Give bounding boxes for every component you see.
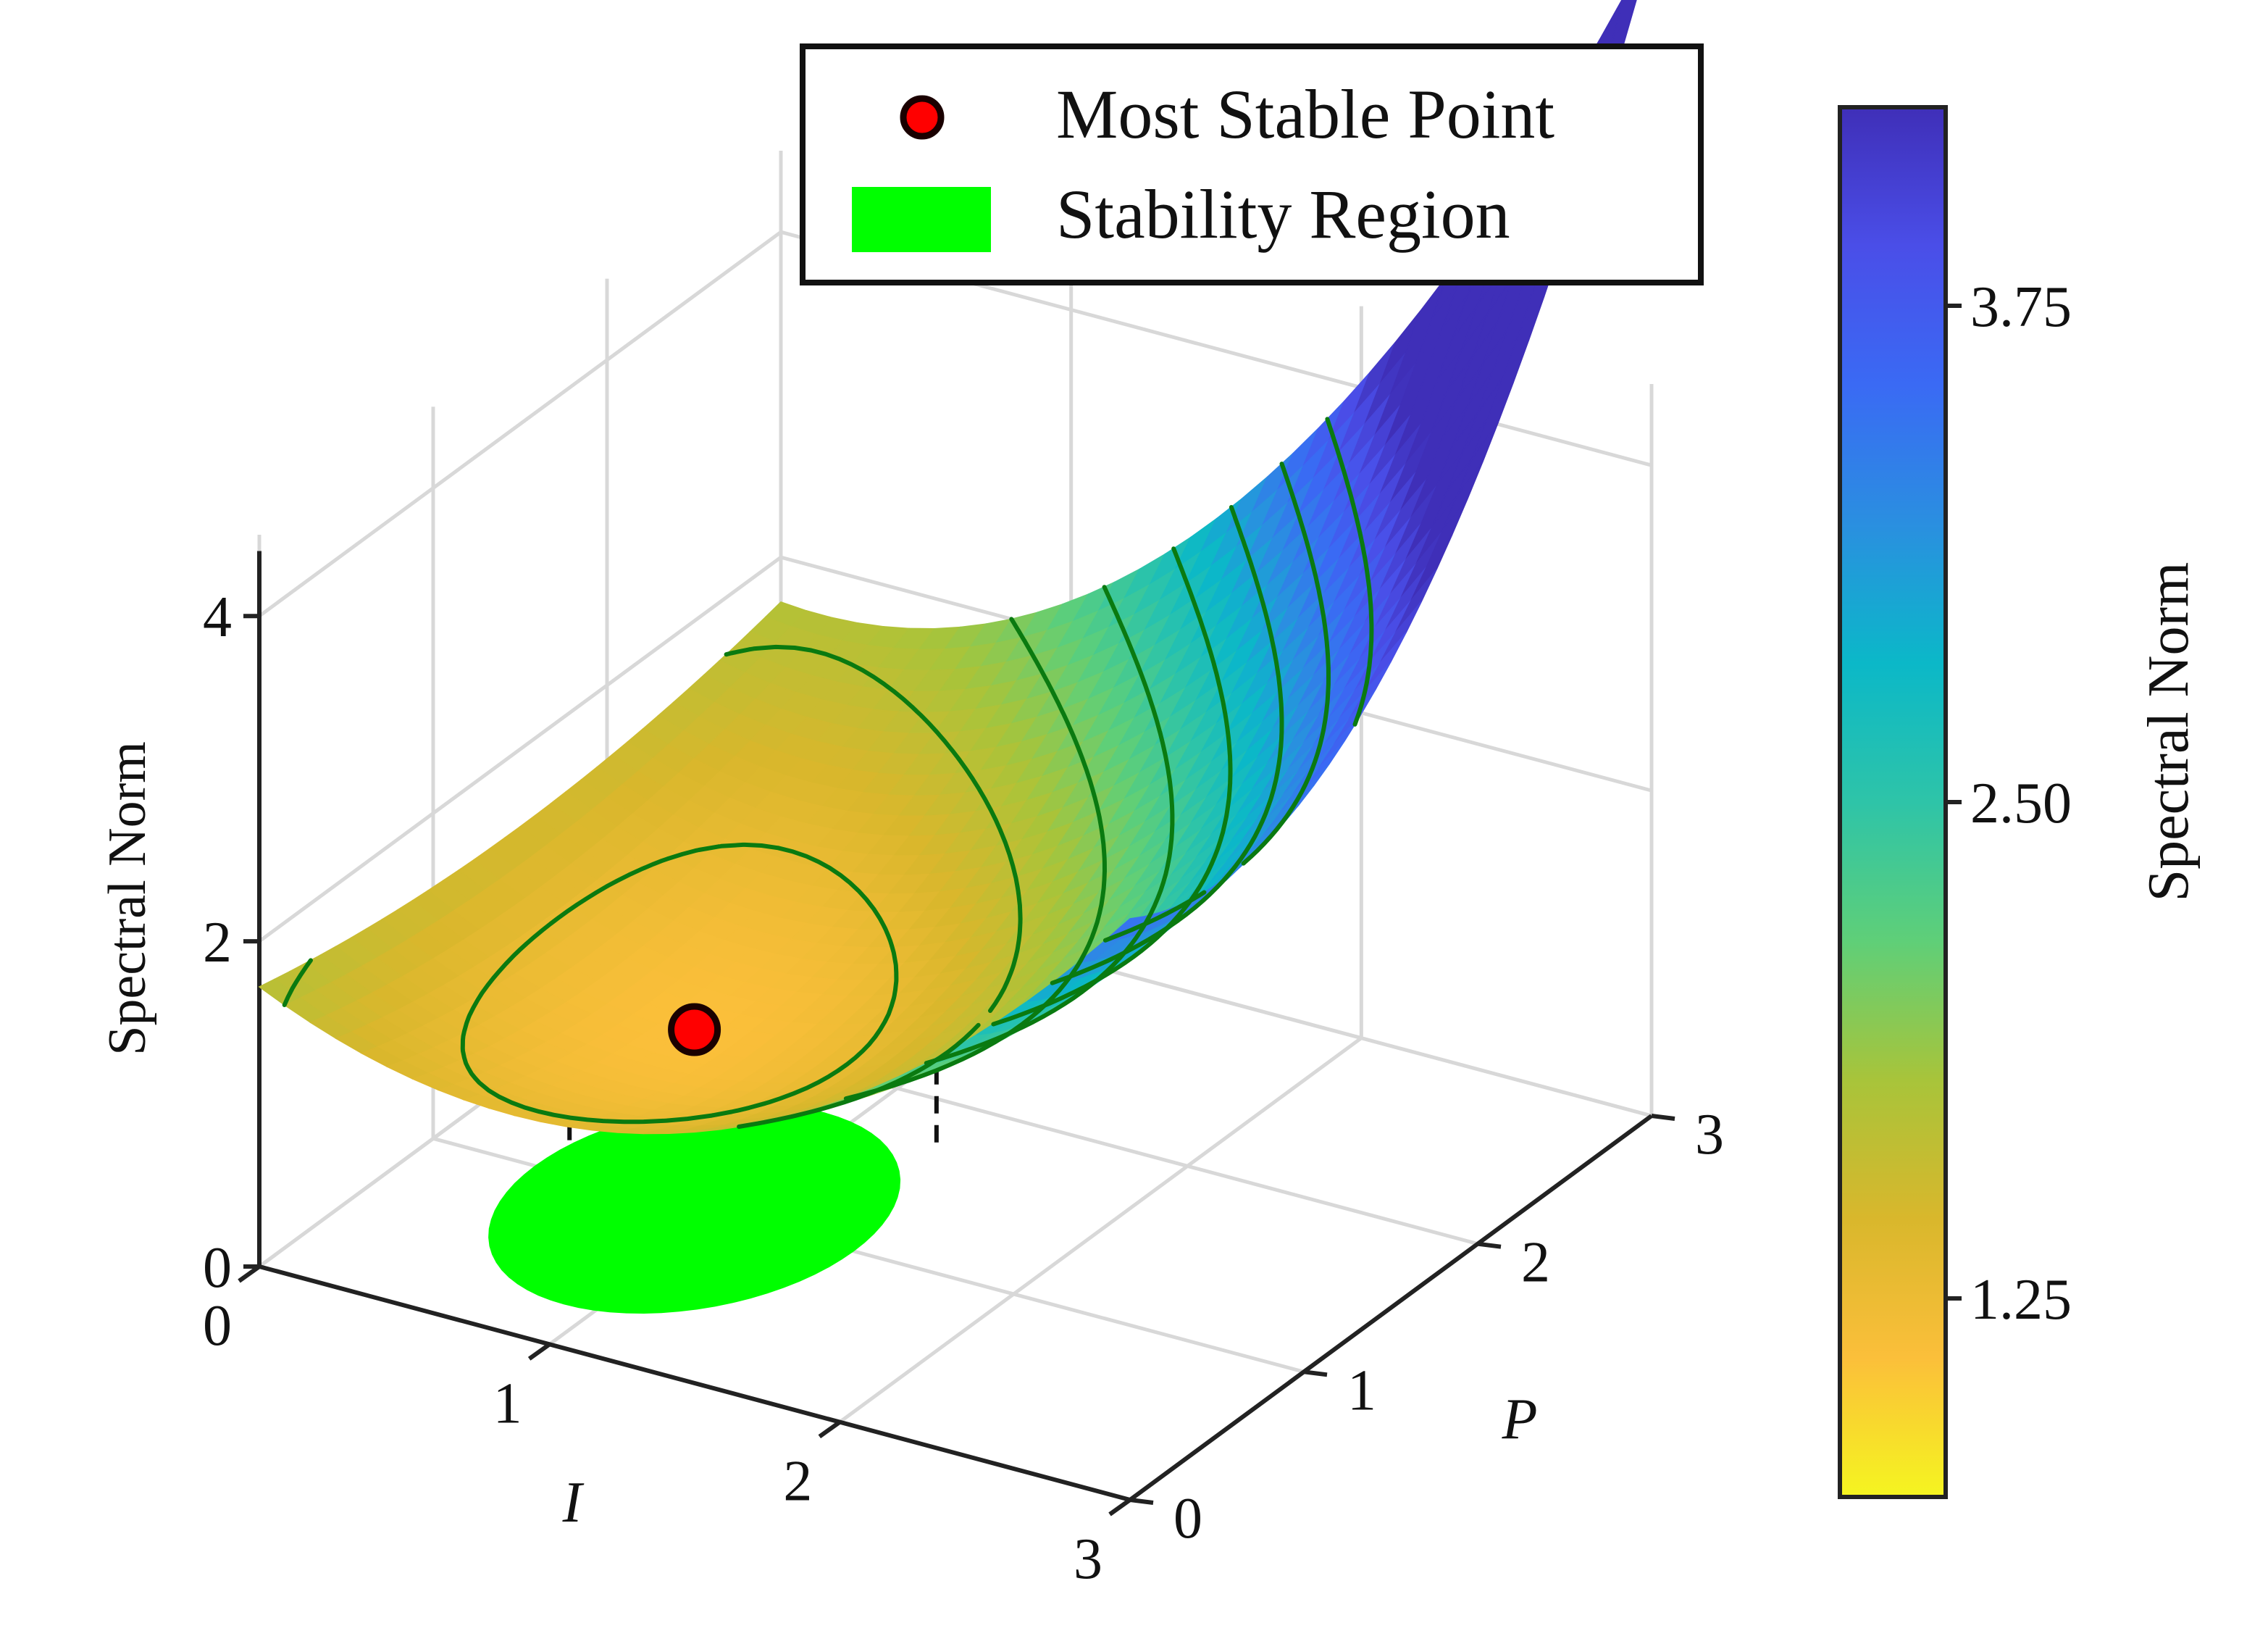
contour-line — [1050, 505, 1284, 985]
colorbar: 1.25 2.50 3.75 Spectral Norm — [1838, 105, 2201, 1499]
y-tick-label: 3 — [1695, 1103, 1724, 1167]
x-tick-label: 0 — [203, 1294, 232, 1358]
x-tick — [818, 1420, 842, 1439]
contour-line — [1325, 417, 1374, 727]
y-tick-label: 1 — [1347, 1359, 1376, 1422]
y-tick — [1477, 1241, 1502, 1249]
z-tick-label: 2 — [203, 911, 232, 975]
x-tick — [1108, 1498, 1131, 1517]
x-axis-line — [259, 1264, 1131, 1502]
contour-line — [924, 585, 1175, 1066]
tick-labels: 0 1 2 3 0 1 2 3 0 2 4 — [203, 585, 1724, 1591]
contour-line — [282, 644, 1023, 1129]
contour-lines — [282, 417, 1374, 1129]
colorbar-tick-label: 3.75 — [1970, 275, 2072, 339]
x-tick-label: 2 — [783, 1450, 812, 1514]
y-tick — [1129, 1498, 1154, 1505]
contour-line — [1102, 462, 1331, 943]
legend-label-stability-region: Stability Region — [1056, 175, 1510, 253]
y-tick — [1303, 1369, 1328, 1377]
x-tick-label: 1 — [493, 1372, 522, 1435]
y-tick-label: 0 — [1173, 1487, 1202, 1551]
grid-line — [258, 230, 782, 618]
stability-region-area — [488, 1103, 901, 1314]
colorbar-tick-label: 1.25 — [1970, 1268, 2072, 1332]
colorbar-tick-label: 2.50 — [1970, 772, 2072, 835]
colorbar-fill — [1838, 105, 1948, 1499]
x-tick — [527, 1342, 551, 1361]
x-tick-label: 3 — [1074, 1527, 1102, 1591]
x-axis-label: I — [562, 1471, 585, 1535]
axes — [257, 551, 1653, 1502]
y-tick-label: 2 — [1521, 1231, 1550, 1295]
legend: Most Stable Point Stability Region — [800, 43, 1704, 285]
y-tick — [1651, 1114, 1675, 1121]
colorbar-label: Spectral Norm — [2137, 562, 2201, 902]
y-axis-label: P — [1502, 1388, 1538, 1451]
grid-line — [838, 1036, 1363, 1424]
legend-marker-most-stable-point — [900, 95, 945, 140]
grid-line — [258, 556, 782, 943]
most-stable-point-marker — [668, 1003, 721, 1056]
x-tick — [238, 1264, 261, 1283]
colorbar-ticks: 1.25 2.50 3.75 — [1946, 275, 2072, 1332]
marker-layer — [668, 1003, 721, 1056]
z-tick-label: 0 — [203, 1236, 232, 1300]
legend-swatch-stability-region — [852, 187, 991, 252]
z-tick-label: 4 — [203, 585, 232, 649]
z-axis-label: Spectral Norm — [98, 741, 157, 1056]
y-axis-line — [1129, 1114, 1653, 1502]
legend-label-most-stable-point: Most Stable Point — [1056, 75, 1554, 153]
contour-line — [460, 842, 899, 1125]
